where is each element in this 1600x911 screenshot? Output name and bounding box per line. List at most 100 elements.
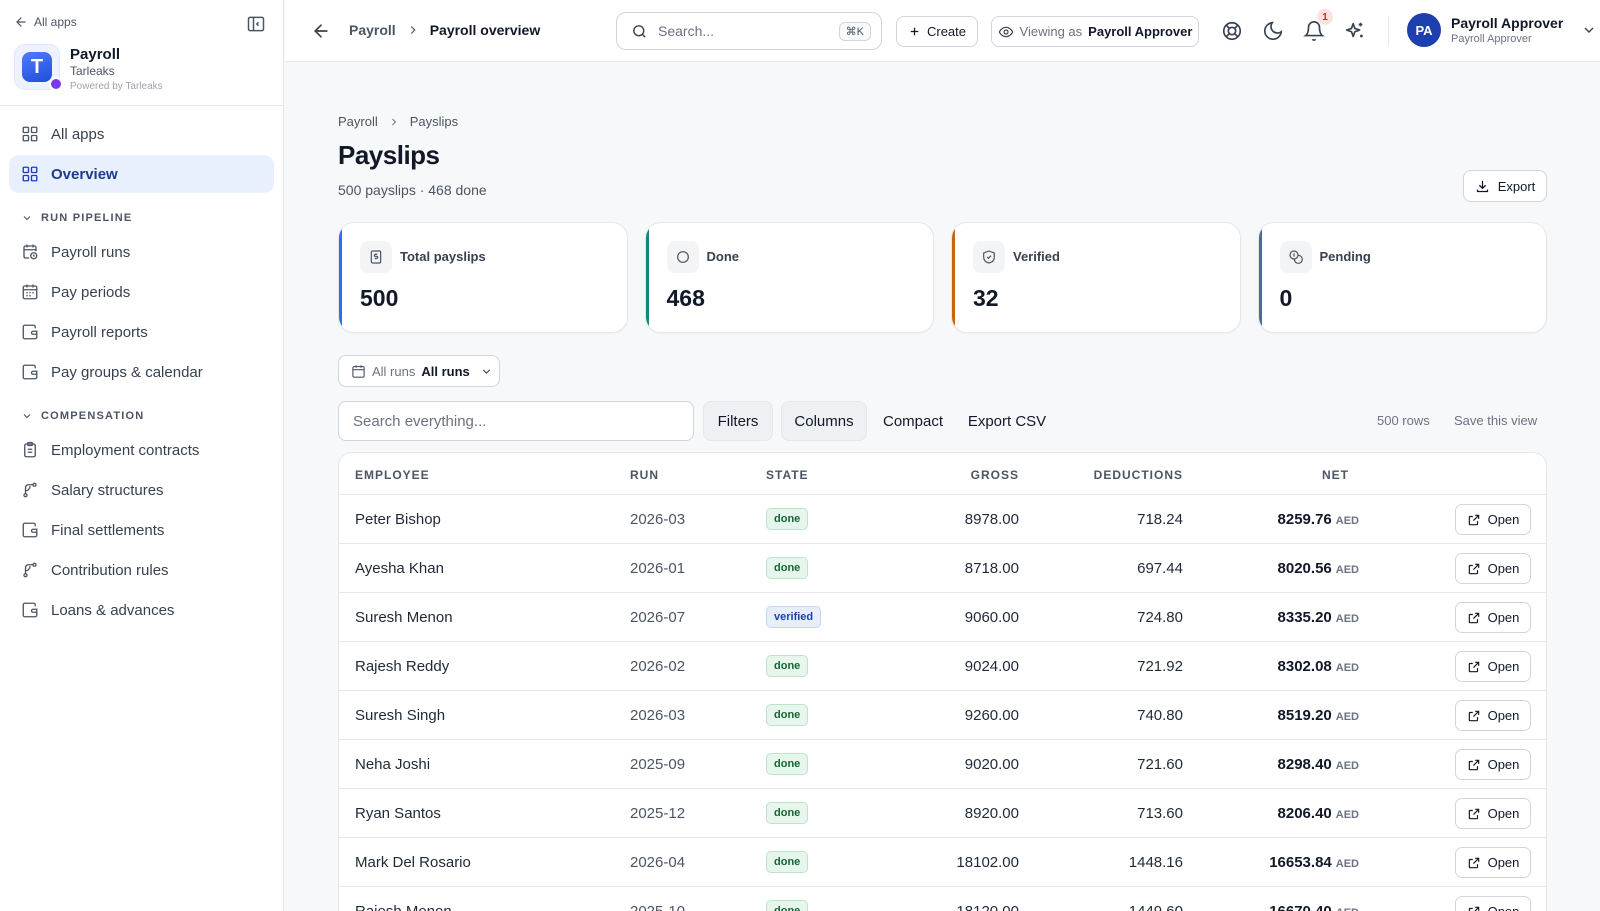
sidebar-item-pay-groups-calendar[interactable]: Pay groups & calendar bbox=[9, 353, 274, 391]
run-filter-select[interactable]: All runs All runs bbox=[338, 355, 500, 387]
columns-button[interactable]: Columns bbox=[781, 401, 867, 441]
compact-button[interactable]: Compact bbox=[882, 412, 944, 430]
section-toggle-run-pipeline[interactable]: RUN PIPELINE bbox=[9, 208, 274, 228]
open-payslip-button[interactable]: Open bbox=[1455, 602, 1531, 633]
status-badge: done bbox=[766, 802, 809, 824]
user-role: Payroll Approver bbox=[1451, 33, 1532, 45]
stat-label: Done bbox=[706, 249, 740, 264]
column-header-deductions[interactable]: DEDUCTIONS bbox=[1093, 468, 1183, 482]
sidebar-item-payroll-reports[interactable]: Payroll reports bbox=[9, 313, 274, 351]
employee-name: Ayesha Khan bbox=[355, 560, 444, 577]
column-header-net[interactable]: NET bbox=[1322, 468, 1349, 482]
open-payslip-button[interactable]: Open bbox=[1455, 847, 1531, 878]
sidebar-item-label: All apps bbox=[51, 125, 105, 143]
help-button[interactable] bbox=[1221, 20, 1243, 42]
sidebar-item-final-settlements[interactable]: Final settlements bbox=[9, 511, 274, 549]
column-header-state[interactable]: STATE bbox=[766, 468, 809, 482]
app-logo: T bbox=[14, 44, 63, 91]
wallet-icon bbox=[22, 602, 38, 618]
breadcrumb-link-payroll[interactable]: Payroll bbox=[338, 114, 378, 129]
search-shortcut: ⌘K bbox=[838, 21, 871, 41]
currency-code: AED bbox=[1336, 907, 1359, 911]
export-button[interactable]: Export bbox=[1463, 170, 1547, 202]
create-label: Create bbox=[926, 24, 967, 39]
table-row[interactable]: Neha Joshi 2025-09 done 9020.00 721.60 8… bbox=[339, 740, 1546, 789]
stat-label: Pending bbox=[1319, 249, 1371, 264]
breadcrumb-link-payroll[interactable]: Payroll bbox=[349, 22, 396, 38]
collapse-sidebar-button[interactable] bbox=[246, 14, 266, 34]
global-search[interactable]: Search... ⌘K bbox=[616, 12, 882, 50]
back-button[interactable] bbox=[311, 21, 331, 41]
grid-icon bbox=[22, 126, 38, 142]
table-search-input[interactable] bbox=[338, 401, 694, 441]
back-to-all-apps-link[interactable]: All apps bbox=[14, 15, 77, 29]
sidebar-item-contribution-rules[interactable]: Contribution rules bbox=[9, 551, 274, 589]
open-payslip-button[interactable]: Open bbox=[1455, 504, 1531, 535]
stat-accent bbox=[1258, 223, 1262, 332]
open-payslip-button[interactable]: Open bbox=[1455, 749, 1531, 780]
deductions-amount: 1449.60 bbox=[1043, 903, 1183, 911]
column-header-gross[interactable]: GROSS bbox=[970, 468, 1019, 482]
table-row[interactable]: Peter Bishop 2026-03 done 8978.00 718.24… bbox=[339, 495, 1546, 544]
gross-amount: 9020.00 bbox=[964, 756, 1019, 773]
sidebar-item-label: Pay groups & calendar bbox=[51, 363, 203, 381]
table-row[interactable]: Suresh Menon 2026-07 verified 9060.00 72… bbox=[339, 593, 1546, 642]
sidebar-divider bbox=[0, 105, 283, 106]
sidebar-item-label: Loans & advances bbox=[51, 601, 175, 619]
stat-value: 468 bbox=[666, 285, 705, 311]
table-body: Peter Bishop 2026-03 done 8978.00 718.24… bbox=[339, 495, 1546, 911]
sidebar-item-salary-structures[interactable]: Salary structures bbox=[9, 471, 274, 509]
table-row[interactable]: Mark Del Rosario 2026-04 done 18102.00 1… bbox=[339, 838, 1546, 887]
column-header-run[interactable]: RUN bbox=[630, 468, 659, 482]
open-payslip-button[interactable]: Open bbox=[1455, 651, 1531, 682]
sidebar-item-loans-advances[interactable]: Loans & advances bbox=[9, 591, 274, 629]
gross-amount: 8718.00 bbox=[964, 560, 1019, 577]
table-row[interactable]: Suresh Singh 2026-03 done 9260.00 740.80… bbox=[339, 691, 1546, 740]
open-payslip-button[interactable]: Open bbox=[1455, 896, 1531, 911]
ai-assistant-button[interactable] bbox=[1344, 20, 1366, 42]
topbar-separator bbox=[1388, 16, 1389, 46]
sidebar-item-all-apps[interactable]: All apps bbox=[9, 115, 274, 153]
sidebar-item-overview[interactable]: Overview bbox=[9, 155, 274, 193]
status-badge: done bbox=[766, 704, 809, 726]
grid-icon bbox=[22, 166, 38, 182]
table-row[interactable]: Ayesha Khan 2026-01 done 8718.00 697.44 … bbox=[339, 544, 1546, 593]
download-icon bbox=[1476, 180, 1488, 192]
open-payslip-button[interactable]: Open bbox=[1455, 553, 1531, 584]
save-view-button[interactable]: Save this view bbox=[1454, 413, 1538, 428]
sidebar-item-payroll-runs[interactable]: Payroll runs bbox=[9, 233, 274, 271]
deductions-amount: 697.44 bbox=[1137, 560, 1183, 577]
viewing-as-button[interactable]: Viewing as Payroll Approver bbox=[991, 16, 1199, 47]
employee-name: Suresh Menon bbox=[355, 609, 453, 626]
table-row[interactable]: Rajesh Menon 2025-10 done 18120.00 1449.… bbox=[339, 887, 1546, 911]
open-payslip-button[interactable]: Open bbox=[1455, 798, 1531, 829]
create-button[interactable]: Create bbox=[896, 16, 978, 47]
external-link-icon bbox=[1468, 514, 1479, 525]
gross-amount: 8920.00 bbox=[964, 805, 1019, 822]
section-toggle-compensation[interactable]: COMPENSATION bbox=[9, 406, 274, 426]
page-subtitle: 500 payslips · 468 done bbox=[338, 182, 487, 198]
status-badge: done bbox=[766, 508, 809, 530]
sidebar-item-label: Payroll runs bbox=[51, 243, 131, 261]
user-menu[interactable]: PA Payroll Approver Payroll Approver bbox=[1407, 13, 1597, 47]
export-csv-button[interactable]: Export CSV bbox=[967, 412, 1047, 430]
table-row[interactable]: Ryan Santos 2025-12 done 8920.00 713.60 … bbox=[339, 789, 1546, 838]
filters-button[interactable]: Filters bbox=[703, 401, 773, 441]
calendar-clock-icon bbox=[23, 244, 38, 260]
sidebar-item-pay-periods[interactable]: Pay periods bbox=[9, 273, 274, 311]
currency-code: AED bbox=[1335, 662, 1359, 674]
calendar-icon bbox=[352, 364, 365, 378]
sidebar-item-employment-contracts[interactable]: Employment contracts bbox=[9, 431, 274, 469]
net-amount: 8206.40 bbox=[1277, 805, 1332, 822]
column-header-employee[interactable]: EMPLOYEE bbox=[355, 468, 430, 482]
search-icon bbox=[633, 24, 646, 38]
table-row[interactable]: Rajesh Reddy 2026-02 done 9024.00 721.92… bbox=[339, 642, 1546, 691]
open-payslip-button[interactable]: Open bbox=[1455, 700, 1531, 731]
notifications-button[interactable] bbox=[1303, 20, 1325, 42]
gross-amount: 9260.00 bbox=[964, 707, 1019, 724]
theme-toggle-button[interactable] bbox=[1262, 20, 1284, 42]
net-amount: 8302.08 bbox=[1277, 658, 1332, 675]
run-filter-prefix: All runs bbox=[372, 363, 416, 379]
net-amount: 8335.20 bbox=[1277, 609, 1332, 626]
stat-label: Verified bbox=[1013, 249, 1060, 264]
